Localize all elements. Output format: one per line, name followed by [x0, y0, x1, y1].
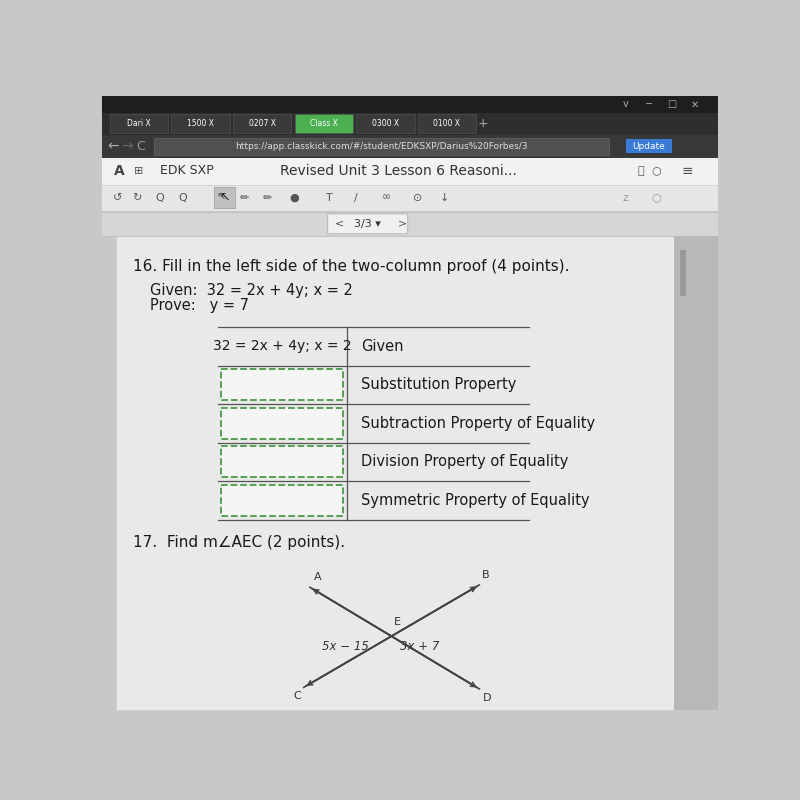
Text: Symmetric Property of Equality: Symmetric Property of Equality [361, 493, 590, 508]
Text: Division Property of Equality: Division Property of Equality [361, 454, 568, 470]
Text: Dari X: Dari X [127, 119, 151, 128]
Bar [102, 96, 718, 113]
Text: 0300 X: 0300 X [372, 119, 399, 128]
Text: 0100 X: 0100 X [434, 119, 461, 128]
Text: 5x − 15: 5x − 15 [322, 640, 369, 653]
Text: 3x + 7: 3x + 7 [400, 640, 439, 653]
Bar [674, 236, 718, 710]
Bar [116, 236, 674, 710]
Text: v: v [622, 99, 629, 110]
Text: /: / [354, 193, 358, 202]
Text: ✕: ✕ [691, 99, 699, 110]
Text: Given: Given [361, 338, 403, 354]
Text: Prove:   y = 7: Prove: y = 7 [150, 298, 249, 313]
Text: □: □ [667, 99, 677, 110]
Text: 17.  Find m∠AEC (2 points).: 17. Find m∠AEC (2 points). [133, 535, 345, 550]
Text: ←: ← [108, 139, 119, 153]
Text: Substitution Property: Substitution Property [361, 378, 516, 392]
Text: 1500 X: 1500 X [187, 119, 214, 128]
Bar [102, 211, 718, 236]
Bar [171, 114, 230, 133]
Text: ⊞: ⊞ [134, 166, 144, 176]
Text: Class X: Class X [310, 119, 338, 128]
Bar [233, 114, 291, 133]
Text: A: A [314, 572, 322, 582]
Text: Given:  32 = 2x + 4y; x = 2: Given: 32 = 2x + 4y; x = 2 [150, 282, 353, 298]
Text: ●: ● [290, 193, 299, 202]
Text: ↻: ↻ [132, 193, 142, 202]
Text: B: B [482, 570, 490, 579]
Text: ○: ○ [651, 193, 662, 202]
Text: →: → [121, 139, 133, 153]
Text: z: z [622, 193, 629, 202]
Text: 3/3 ▾: 3/3 ▾ [354, 219, 381, 229]
Text: −: − [645, 99, 653, 110]
Bar [154, 138, 609, 154]
Text: E: E [394, 618, 401, 627]
Text: ↖: ↖ [217, 193, 226, 202]
Bar [102, 185, 718, 211]
Text: +: + [478, 118, 489, 130]
Text: <: < [334, 219, 344, 229]
Text: ⊙: ⊙ [413, 193, 422, 202]
Text: Q: Q [155, 193, 164, 202]
Text: Subtraction Property of Equality: Subtraction Property of Equality [361, 416, 595, 430]
Text: >: > [398, 219, 407, 229]
Text: Update: Update [632, 142, 665, 150]
Text: ↺: ↺ [113, 193, 122, 202]
Bar [222, 485, 343, 516]
Text: Revised Unit 3 Lesson 6 Reasoni...: Revised Unit 3 Lesson 6 Reasoni... [280, 164, 517, 178]
Text: https://app.classkick.com/#/student/EDKSXP/Darius%20Forbes/3: https://app.classkick.com/#/student/EDKS… [235, 142, 528, 150]
Bar [102, 134, 718, 158]
Bar [222, 446, 343, 477]
Text: Q: Q [178, 193, 187, 202]
Bar [102, 113, 718, 134]
Text: A: A [114, 164, 124, 178]
Bar [356, 114, 414, 133]
Text: T: T [326, 193, 333, 202]
Text: 🔔: 🔔 [638, 166, 644, 176]
Bar [110, 114, 168, 133]
Bar [222, 370, 343, 400]
Bar [214, 187, 235, 209]
Text: 16. Fill in the left side of the two-column proof (4 points).: 16. Fill in the left side of the two-col… [133, 259, 570, 274]
Text: ✏: ✏ [240, 193, 249, 202]
Text: 0207 X: 0207 X [249, 119, 276, 128]
Bar [222, 408, 343, 438]
Text: 32 = 2x + 4y; x = 2: 32 = 2x + 4y; x = 2 [213, 339, 351, 354]
Text: C: C [136, 139, 145, 153]
Text: ↓: ↓ [440, 193, 450, 202]
Bar [626, 139, 672, 153]
Bar [102, 158, 718, 185]
Text: EDK SXP: EDK SXP [160, 164, 214, 177]
Text: ∞: ∞ [382, 193, 391, 202]
Text: D: D [483, 693, 492, 702]
Bar [418, 114, 476, 133]
Text: ✏: ✏ [263, 193, 272, 202]
Bar [679, 250, 686, 296]
FancyBboxPatch shape [328, 214, 408, 234]
Text: C: C [294, 691, 302, 702]
Bar [294, 114, 353, 133]
Text: ≡: ≡ [682, 164, 693, 178]
Text: ○: ○ [651, 166, 662, 176]
Text: ↖: ↖ [219, 191, 230, 204]
